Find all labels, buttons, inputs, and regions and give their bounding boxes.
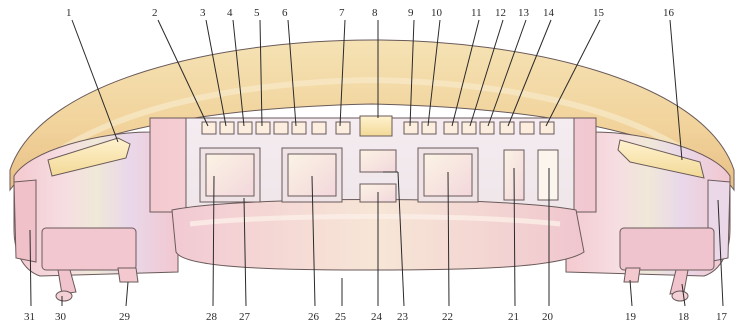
callout-12: 12 <box>495 7 506 19</box>
callout-21: 21 <box>508 311 519 323</box>
callout-9: 9 <box>408 7 414 19</box>
callout-16: 16 <box>663 7 675 19</box>
top-button-row <box>201 115 555 137</box>
left-lamp <box>47 137 131 177</box>
callout-29: 29 <box>119 311 131 323</box>
right-lamp <box>617 139 705 179</box>
callout-24: 24 <box>371 311 383 323</box>
callout-labels: 1 2 3 4 5 6 7 8 9 10 11 12 13 14 15 16 1… <box>24 7 728 323</box>
callout-3: 3 <box>200 7 206 19</box>
callout-5: 5 <box>254 7 260 19</box>
callout-8: 8 <box>372 7 378 19</box>
feet <box>55 267 689 302</box>
callout-25: 25 <box>335 311 347 323</box>
canopy-shell <box>9 39 735 192</box>
callout-27: 27 <box>239 311 251 323</box>
callout-19: 19 <box>625 311 637 323</box>
callout-17: 17 <box>716 311 728 323</box>
callout-11: 11 <box>471 7 482 19</box>
callout-28: 28 <box>206 311 218 323</box>
leader-lines <box>29 19 724 307</box>
callout-2: 2 <box>152 7 158 19</box>
callout-22: 22 <box>442 311 453 323</box>
callout-7: 7 <box>339 7 345 19</box>
callout-15: 15 <box>593 7 605 19</box>
callout-14: 14 <box>543 7 555 19</box>
callout-30: 30 <box>55 311 67 323</box>
callout-10: 10 <box>431 7 443 19</box>
callout-6: 6 <box>282 7 288 19</box>
callout-26: 26 <box>308 311 320 323</box>
callout-18: 18 <box>678 311 690 323</box>
callout-4: 4 <box>227 7 233 19</box>
callout-13: 13 <box>518 7 530 19</box>
callout-20: 20 <box>542 311 554 323</box>
callout-1: 1 <box>66 7 72 19</box>
callout-23: 23 <box>397 311 409 323</box>
callout-31: 31 <box>24 311 35 323</box>
